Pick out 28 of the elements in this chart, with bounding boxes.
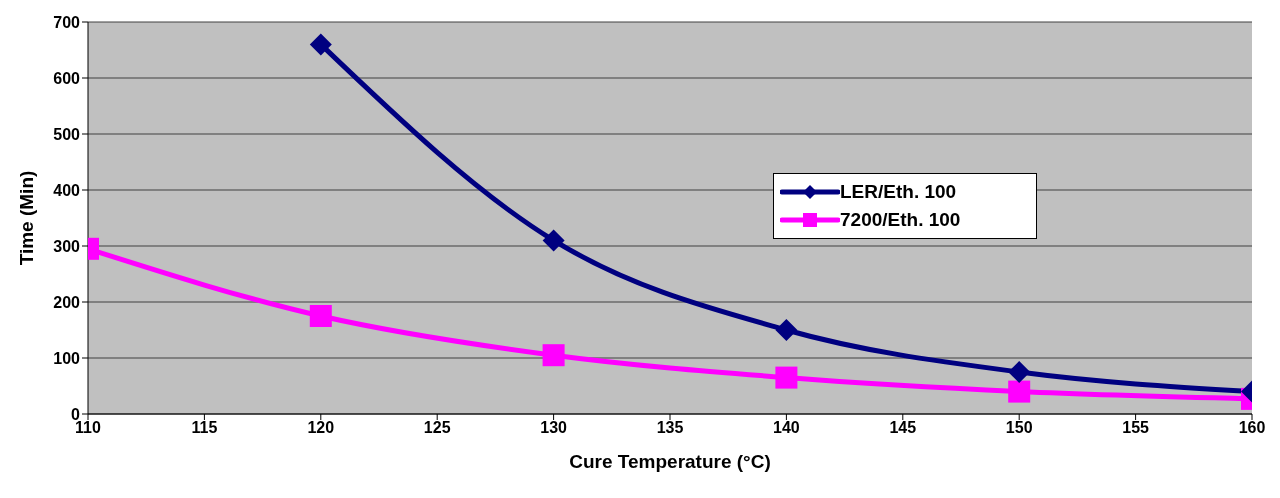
x-tick-label: 120 bbox=[307, 419, 335, 437]
x-tick-label: 160 bbox=[1238, 419, 1266, 437]
x-tick-label: 155 bbox=[1122, 419, 1150, 437]
point bbox=[542, 229, 565, 252]
y-tick-label: 100 bbox=[53, 349, 81, 367]
point bbox=[775, 366, 798, 389]
x-tick-label: 130 bbox=[540, 419, 568, 437]
y-tick-label: 200 bbox=[53, 293, 81, 311]
x-tick-label: 135 bbox=[656, 419, 684, 437]
y-tick-label: 300 bbox=[53, 237, 81, 255]
x-tick-label: 140 bbox=[773, 419, 800, 437]
x-tick-label: 110 bbox=[75, 419, 102, 437]
x-tick-label: 150 bbox=[1005, 419, 1033, 437]
legend-label: LER/Eth. 100 bbox=[840, 181, 957, 203]
y-axis-title: Time (Min) bbox=[15, 170, 37, 266]
point bbox=[309, 305, 332, 327]
legend-label: 7200/Eth. 100 bbox=[840, 209, 961, 231]
point bbox=[309, 33, 332, 56]
x-tick-label: 115 bbox=[191, 419, 218, 437]
y-tick-label: 400 bbox=[53, 181, 81, 199]
x-axis-title: Cure Temperature (°C) bbox=[569, 451, 771, 472]
x-tick-label: 145 bbox=[889, 419, 917, 437]
y-tick-label: 700 bbox=[53, 13, 81, 31]
point bbox=[775, 319, 798, 341]
x-tick-label: 125 bbox=[423, 419, 451, 437]
point bbox=[542, 344, 565, 367]
y-tick-label: 500 bbox=[53, 125, 81, 143]
y-tick-label: 600 bbox=[53, 69, 81, 87]
